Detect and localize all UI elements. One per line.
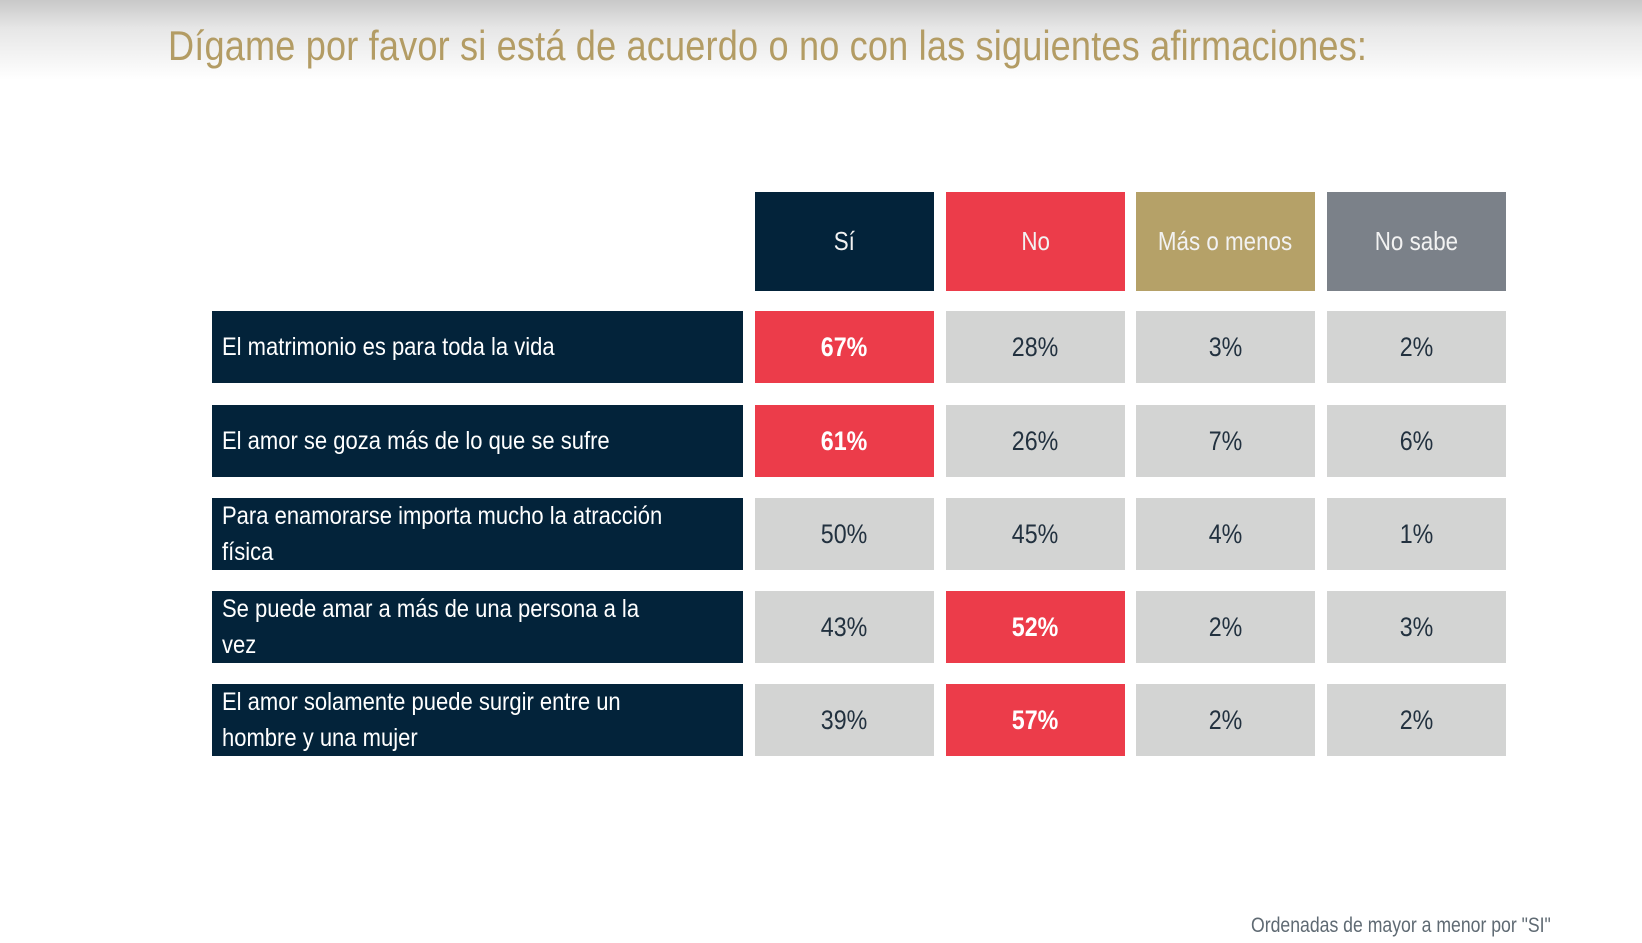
value-label: 7% [1208,425,1243,456]
value-cell-mas-o-menos: 7% [1136,405,1315,477]
value-label: 4% [1208,518,1243,549]
row-label-text: El amor solamente puede surgir entre un … [222,688,621,752]
value-cell-no-sabe: 6% [1327,405,1506,477]
value-cell-no-sabe: 2% [1327,684,1506,756]
value-label: 45% [1012,518,1059,549]
value-label: 50% [821,518,868,549]
value-label: 61% [821,425,868,456]
top-shade [0,0,1642,80]
value-cell-no: 45% [946,498,1125,570]
value-label: 57% [1012,704,1059,735]
value-label: 43% [821,611,868,642]
row-label-text: El amor se goza más de lo que se sufre [222,427,610,455]
value-label: 3% [1208,331,1243,362]
column-header-label: Sí [833,226,856,256]
value-label: 3% [1399,611,1434,642]
value-label: 39% [821,704,868,735]
column-header-label: No sabe [1374,226,1459,256]
page-title: Dígame por favor si está de acuerdo o no… [168,22,1368,69]
row-label-text: Para enamorarse importa mucho la atracci… [222,502,663,566]
row-label: Para enamorarse importa mucho la atracci… [212,498,743,570]
column-header-label: Más o menos [1158,226,1293,256]
value-cell-mas-o-menos: 3% [1136,311,1315,383]
header-si: Sí [755,192,934,291]
header-mas-o-menos: Más o menos [1136,192,1315,291]
value-cell-no: 28% [946,311,1125,383]
value-label: 1% [1399,518,1434,549]
value-cell-no-sabe: 1% [1327,498,1506,570]
row-label-text: El matrimonio es para toda la vida [222,333,555,361]
row-label: El matrimonio es para toda la vida [212,311,743,383]
row-label-text: Se puede amar a más de una persona a la … [222,595,640,659]
value-cell-no: 52% [946,591,1125,663]
footnote: Ordenadas de mayor a menor por "SI" [1251,914,1551,937]
value-cell-si: 61% [755,405,934,477]
value-label: 26% [1012,425,1059,456]
value-label: 2% [1399,331,1434,362]
value-label: 2% [1208,611,1243,642]
value-label: 2% [1399,704,1434,735]
value-cell-si: 50% [755,498,934,570]
value-cell-no-sabe: 3% [1327,591,1506,663]
value-cell-si: 67% [755,311,934,383]
value-cell-mas-o-menos: 2% [1136,591,1315,663]
value-label: 52% [1012,611,1059,642]
value-cell-no: 26% [946,405,1125,477]
value-label: 28% [1012,331,1059,362]
value-label: 67% [821,331,868,362]
column-header-label: No [1021,226,1050,256]
value-cell-mas-o-menos: 2% [1136,684,1315,756]
header-no: No [946,192,1125,291]
row-label: El amor solamente puede surgir entre un … [212,684,743,756]
value-label: 6% [1399,425,1434,456]
row-label: El amor se goza más de lo que se sufre [212,405,743,477]
value-cell-si: 39% [755,684,934,756]
header-no-sabe: No sabe [1327,192,1506,291]
row-label: Se puede amar a más de una persona a la … [212,591,743,663]
value-cell-no-sabe: 2% [1327,311,1506,383]
value-cell-mas-o-menos: 4% [1136,498,1315,570]
value-cell-no: 57% [946,684,1125,756]
value-label: 2% [1208,704,1243,735]
value-cell-si: 43% [755,591,934,663]
